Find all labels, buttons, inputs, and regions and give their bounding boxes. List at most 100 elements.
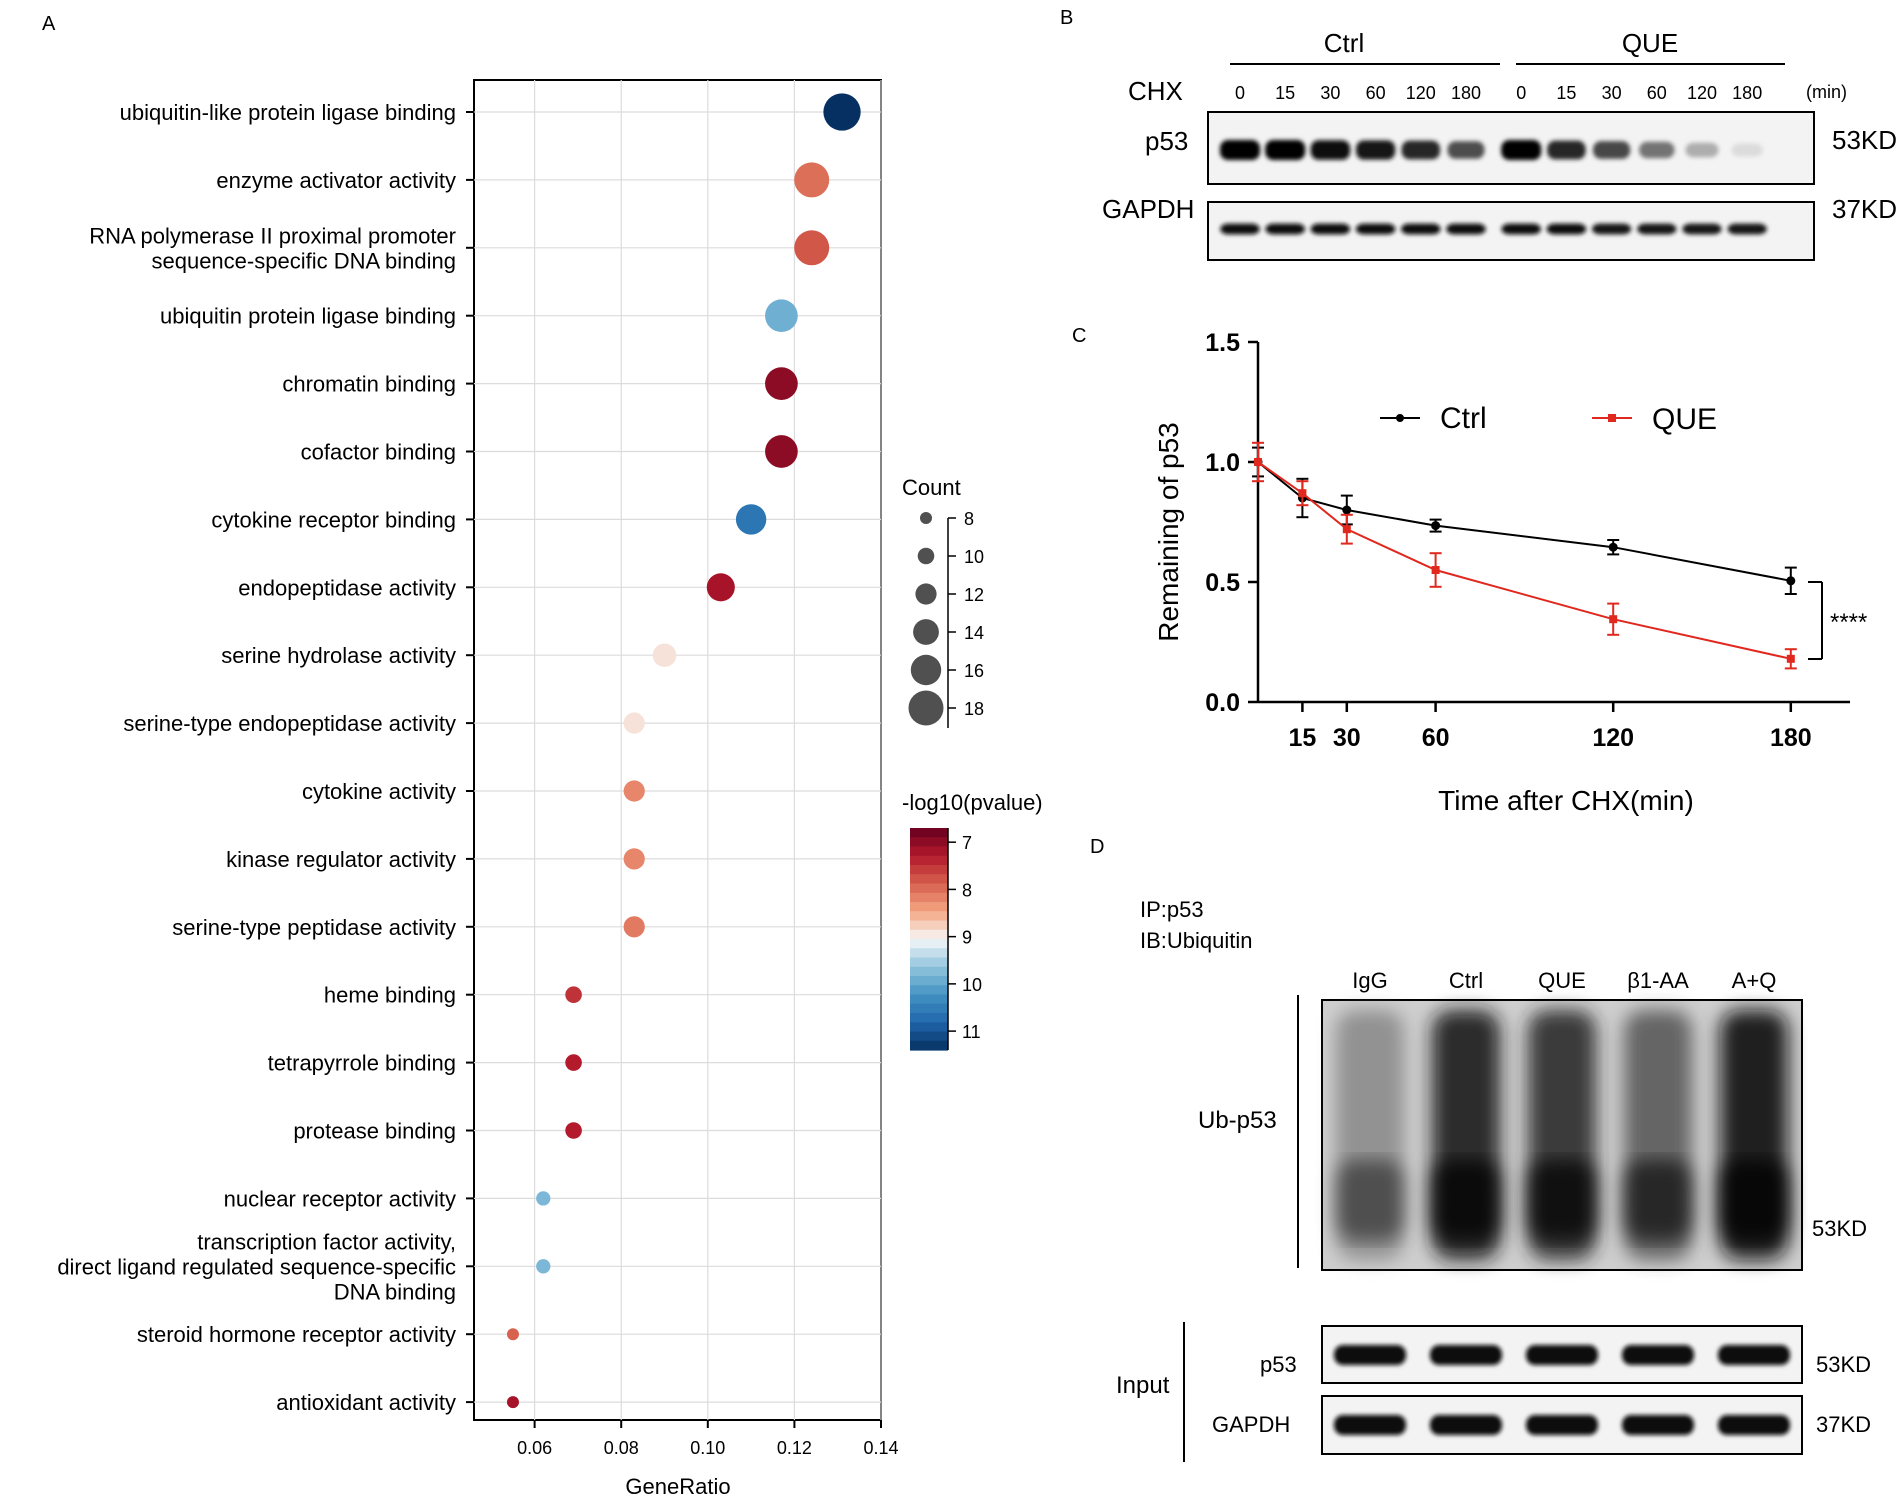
blot-b-time-label: 180 bbox=[1451, 83, 1481, 103]
decay-point-ctrl bbox=[1431, 521, 1441, 531]
count-legend-dot bbox=[910, 654, 942, 686]
dotplot-point bbox=[506, 1328, 519, 1341]
blot-b-band bbox=[1731, 143, 1763, 157]
dotplot-point bbox=[623, 916, 645, 938]
decay-axes: 0.0 0.5 1.0 1.5 15 30 60 120 180 bbox=[1205, 329, 1850, 752]
blot-d-input-band bbox=[1718, 1415, 1790, 1435]
dotplot-category-label: DNA binding bbox=[334, 1279, 456, 1304]
dotplot-category-label: serine hydrolase activity bbox=[221, 643, 456, 668]
dotplot-category-label: cytokine activity bbox=[302, 779, 456, 804]
decay-x-axis-title: Time after CHX(min) bbox=[1438, 785, 1694, 816]
decay-legend: Ctrl QUE bbox=[1380, 402, 1717, 436]
pvalue-legend-swatch bbox=[910, 948, 948, 959]
dotplot-category-label: sequence-specific DNA binding bbox=[151, 248, 456, 273]
blot-b-band bbox=[1637, 223, 1677, 235]
dotplot-category-label: cytokine receptor binding bbox=[211, 507, 456, 532]
decay-point-que bbox=[1254, 458, 1262, 466]
dotplot-category-label: steroid hormone receptor activity bbox=[137, 1322, 456, 1347]
pvalue-legend-swatch bbox=[910, 976, 948, 986]
pvalue-legend-swatch bbox=[910, 855, 948, 866]
blot-b-chx-label: CHX bbox=[1128, 76, 1183, 106]
dotplot-category-label: tetrapyrrole binding bbox=[268, 1051, 456, 1076]
dotplot-points bbox=[506, 93, 861, 1409]
blot-d-ub-smear-dense bbox=[1528, 1160, 1596, 1240]
count-legend-label: 8 bbox=[964, 509, 974, 529]
decay-point-que bbox=[1298, 489, 1307, 498]
blot-b-band bbox=[1592, 223, 1632, 235]
blot-b-group-ctrl: Ctrl bbox=[1324, 28, 1364, 58]
decay-point-que bbox=[1609, 615, 1618, 624]
dotplot-category-label: endopeptidase activity bbox=[238, 575, 456, 600]
legend-ctrl-label: Ctrl bbox=[1440, 402, 1487, 435]
blot-b-time-label: 120 bbox=[1687, 83, 1717, 103]
dotplot-x-tick-label: 0.08 bbox=[604, 1438, 639, 1458]
decay-point-que bbox=[1431, 566, 1440, 574]
blot-b: Ctrl QUE CHX 0 15 30 60 120 180 0 15 30 60 120 180 … bbox=[1102, 28, 1897, 261]
decay-x-tick-label: 180 bbox=[1770, 724, 1812, 752]
blot-b-band bbox=[1547, 140, 1586, 160]
blot-d-ub-smear-dense bbox=[1720, 1160, 1788, 1240]
blot-b-bands bbox=[1220, 140, 1767, 235]
blot-d-input-band bbox=[1526, 1415, 1598, 1435]
decay-y-tick-label: 1.5 bbox=[1205, 329, 1240, 357]
pvalue-legend-swatch bbox=[910, 920, 948, 931]
dotplot-category-label: nuclear receptor activity bbox=[224, 1186, 456, 1211]
decay-line-que bbox=[1257, 461, 1792, 660]
dotplot-category-label: ubiquitin-like protein ligase binding bbox=[120, 100, 456, 125]
blot-d-input-band bbox=[1526, 1345, 1598, 1365]
pvalue-legend-swatch bbox=[910, 892, 948, 903]
dotplot-x-tick-label: 0.06 bbox=[517, 1438, 552, 1458]
blot-d-ub-kd: 53KD bbox=[1812, 1216, 1867, 1241]
blot-d-lane-label: Ctrl bbox=[1449, 968, 1483, 993]
blot-b-time-label: 60 bbox=[1647, 83, 1667, 103]
blot-b-band bbox=[1685, 142, 1719, 158]
panel-label-b: B bbox=[1060, 7, 1073, 29]
dotplot-category-label: ubiquitin protein ligase binding bbox=[160, 304, 456, 329]
pvalue-legend-swatch bbox=[910, 837, 948, 848]
pvalue-legend-swatch bbox=[910, 994, 948, 1005]
blot-b-band bbox=[1265, 140, 1306, 160]
dotplot-point bbox=[536, 1259, 551, 1274]
dotplot-category-label: heme binding bbox=[324, 983, 456, 1008]
blot-b-time-label: 60 bbox=[1366, 83, 1386, 103]
blot-b-band bbox=[1727, 223, 1767, 235]
count-legend-dot bbox=[913, 619, 939, 645]
count-legend-label: 16 bbox=[964, 661, 984, 681]
dotplot-point bbox=[652, 643, 677, 667]
blot-d-input-label: Input bbox=[1116, 1372, 1170, 1399]
dotplot-point bbox=[765, 367, 798, 400]
pvalue-legend-label: 7 bbox=[962, 833, 972, 853]
blot-d-input-band bbox=[1430, 1345, 1502, 1365]
decay-x-tick-label: 15 bbox=[1288, 724, 1316, 752]
blot-d-ib-label: IB:Ubiquitin bbox=[1140, 928, 1253, 953]
pvalue-legend-swatch bbox=[910, 1031, 948, 1042]
blot-b-group-que: QUE bbox=[1622, 28, 1678, 58]
blot-b-time-label: 120 bbox=[1406, 83, 1436, 103]
blot-b-band bbox=[1310, 140, 1351, 160]
blot-d: IP:p53 IB:Ubiquitin IgG Ctrl QUE β1-AA A+Q U… bbox=[1116, 897, 1871, 1462]
blot-b-band bbox=[1401, 223, 1441, 235]
count-legend-title: Count bbox=[902, 475, 961, 500]
count-legend-dot bbox=[908, 690, 944, 726]
dotplot-x-tick-label: 0.12 bbox=[777, 1438, 812, 1458]
dotplot-point bbox=[565, 986, 582, 1003]
pvalue-legend-swatch bbox=[910, 865, 948, 875]
blot-b-kd-gapdh: 37KD bbox=[1832, 194, 1897, 224]
blot-b-band bbox=[1639, 141, 1675, 159]
blot-b-band bbox=[1682, 223, 1722, 235]
decay-x-tick-label: 60 bbox=[1422, 724, 1450, 752]
pvalue-legend-swatch bbox=[910, 966, 948, 977]
pvalue-legend-swatch bbox=[910, 939, 948, 949]
blot-b-time-labels: 0 15 30 60 120 180 0 15 30 60 120 180 bbox=[1235, 83, 1762, 103]
count-legend: Count 8 10 12 14 16 18 bbox=[902, 475, 984, 728]
dotplot-point bbox=[565, 1122, 582, 1139]
panel-label-a: A bbox=[42, 13, 56, 35]
dotplot-point bbox=[506, 1396, 519, 1409]
pvalue-legend-swatch bbox=[910, 902, 948, 912]
dotplot-category-label: transcription factor activity, bbox=[197, 1229, 456, 1254]
blot-b-time-label: 0 bbox=[1516, 83, 1526, 103]
pvalue-legend-swatch bbox=[910, 874, 948, 885]
decay-x-tick-label: 30 bbox=[1333, 724, 1361, 752]
blot-d-ub-smear-dense bbox=[1432, 1160, 1500, 1240]
